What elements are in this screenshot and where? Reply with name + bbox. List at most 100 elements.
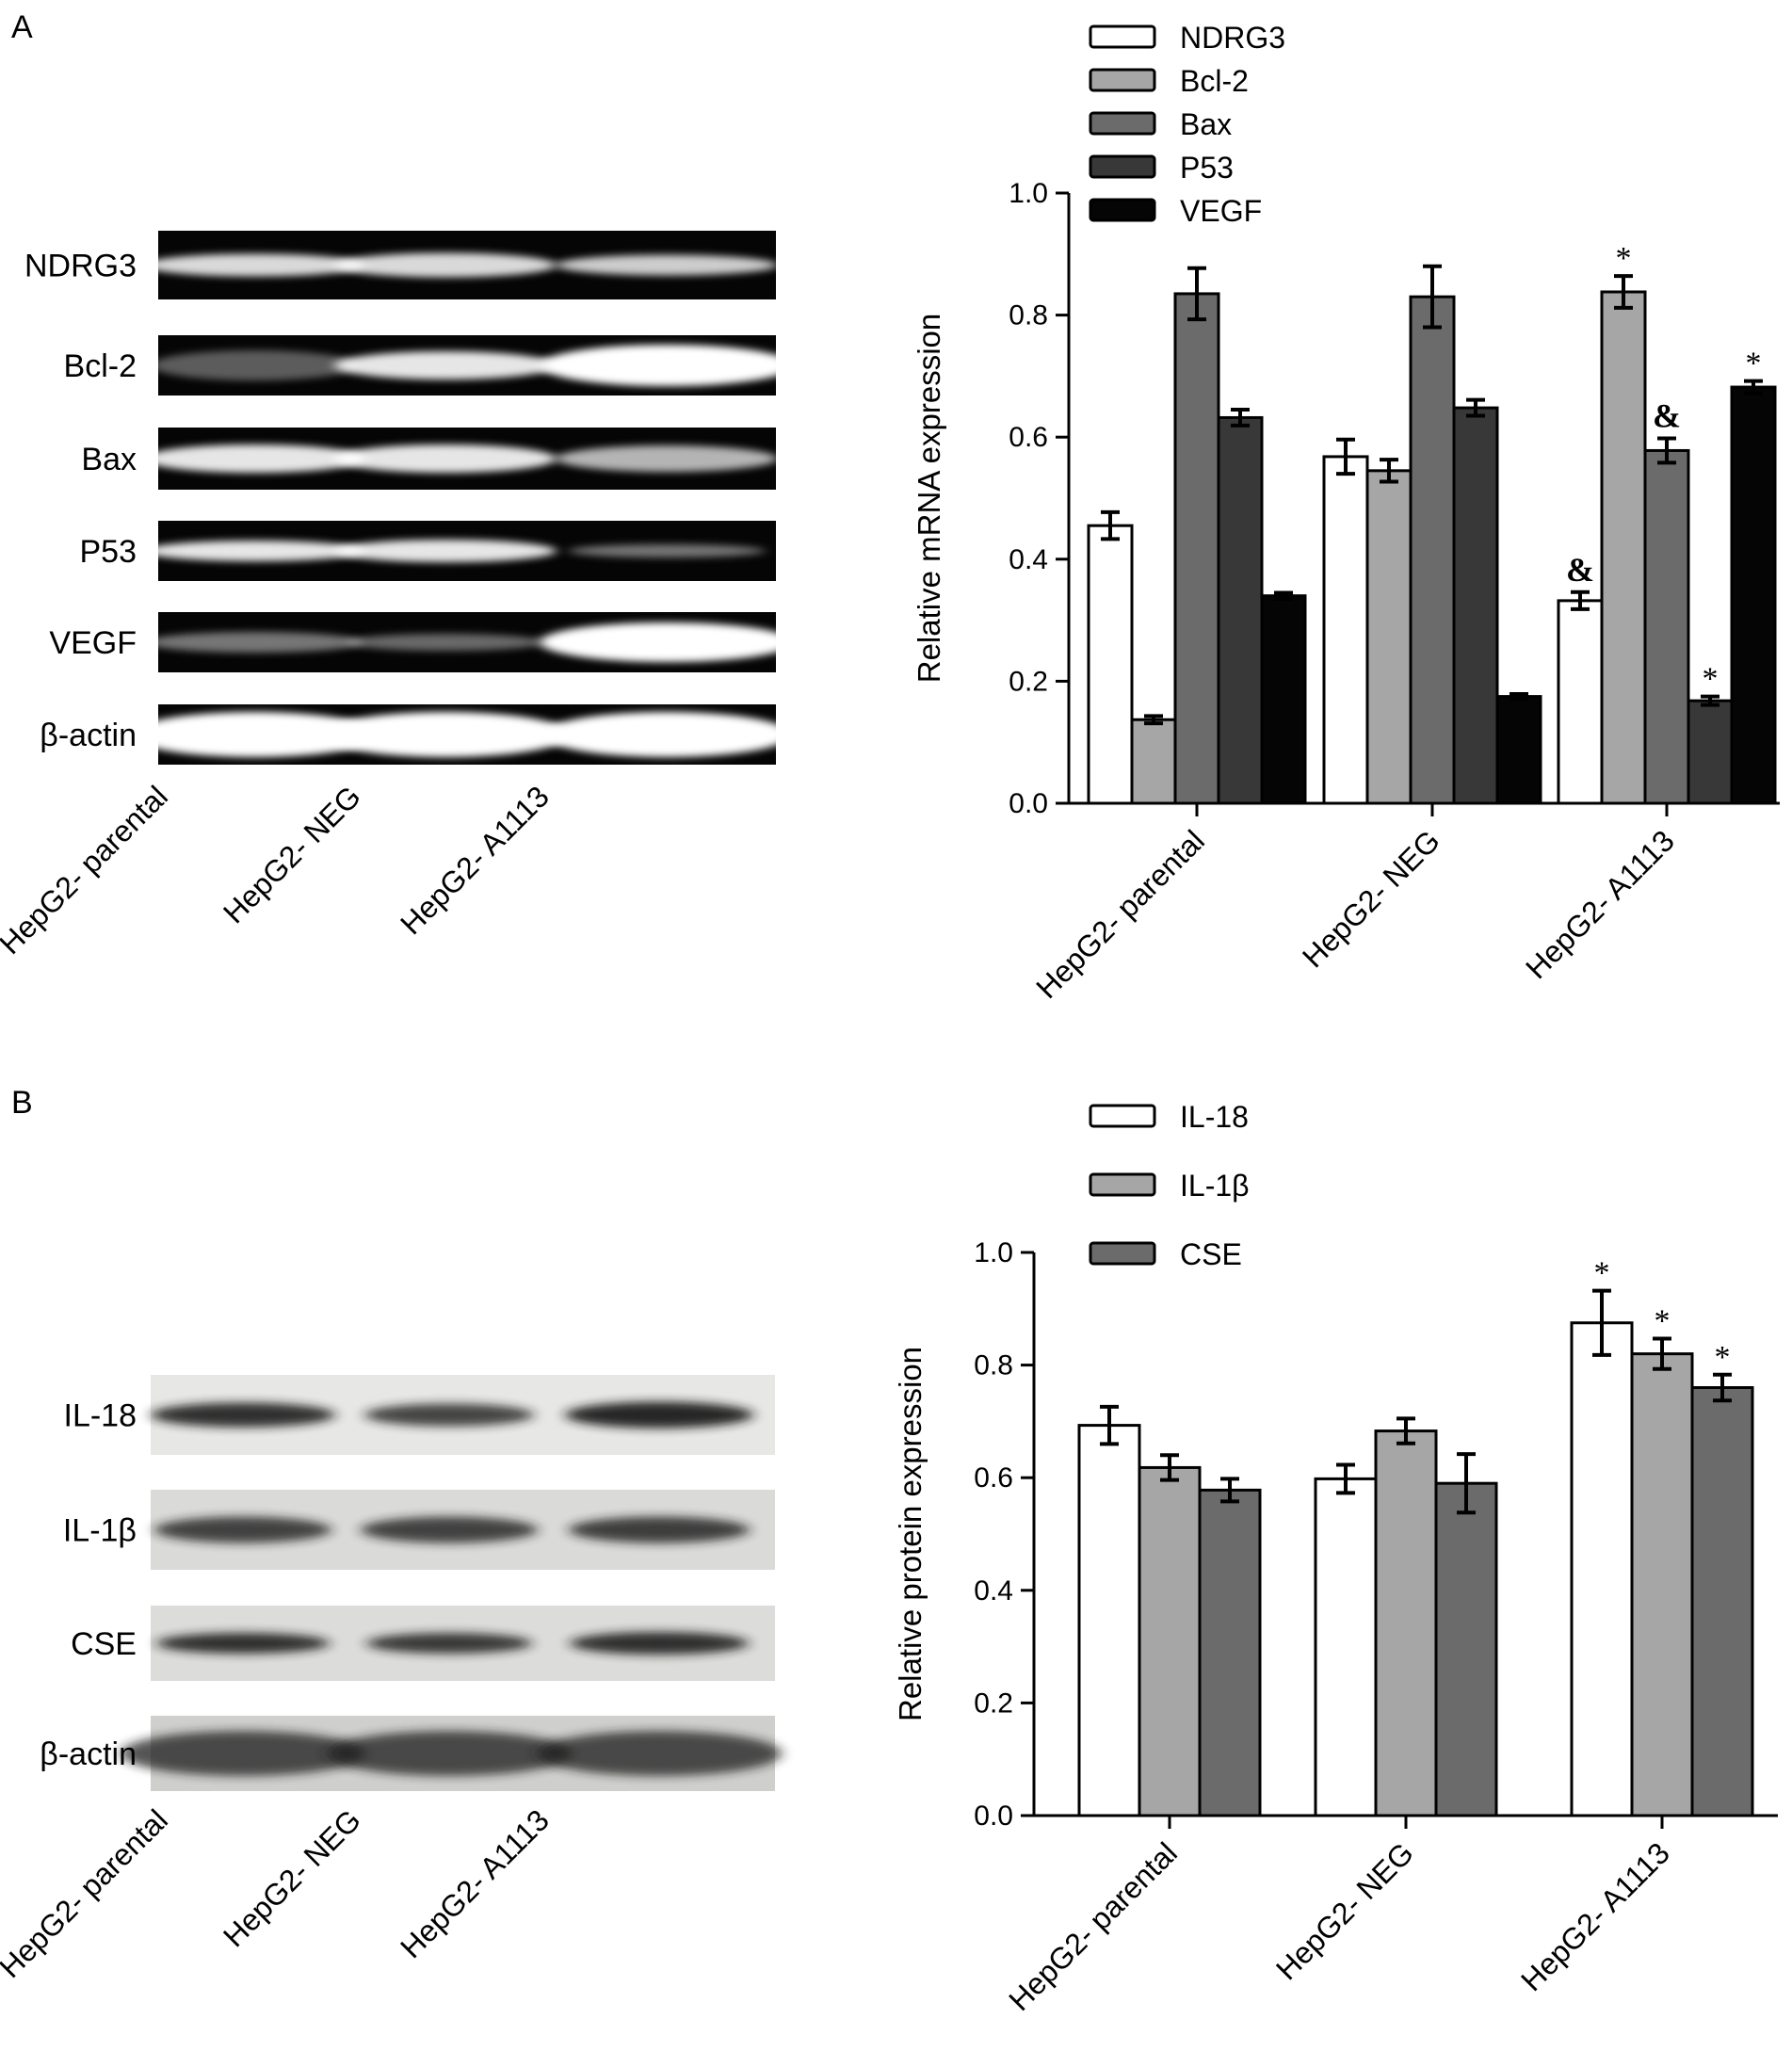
bar [1365,469,1413,805]
x-category-label: HepG2- NEG [1269,1835,1420,1986]
x-category-label: HepG2- A1113 [1519,823,1681,985]
bar [1087,524,1134,805]
bar [1314,1477,1378,1817]
blot-b-row-label: IL-18 [64,1398,137,1434]
legend-label: VEGF [1180,194,1262,228]
legend-label: Bcl-2 [1180,64,1249,98]
blot-b-row-3: β-actin [40,1716,782,1791]
gel-a-lane-label: HepG2- A1113 [394,779,556,941]
legend-label: Bax [1180,107,1232,141]
bar [1495,695,1542,805]
gel-a-row-label: Bcl-2 [64,348,137,384]
x-category-label: HepG2- NEG [1296,823,1446,974]
legend-label: P53 [1180,151,1234,185]
bar [1198,1488,1262,1817]
gel-a-band [334,351,557,380]
y-tick-label: 0.6 [1009,422,1048,453]
bar [1130,718,1177,805]
panel-a-letter: A [11,9,33,45]
x-category-label: HepG2- parental [1002,1835,1184,2017]
x-category-label: HepG2- parental [1029,823,1211,1005]
gel-a-row-label: VEGF [49,625,137,661]
bar [1687,699,1734,805]
significance-mark: * [1655,1303,1671,1338]
gel-a-band [146,632,363,653]
blot-b-band [361,1516,538,1543]
gel-a-row-2: Bax [81,428,778,490]
gel-a-band [321,712,570,757]
gel-a-row-label: P53 [80,534,137,570]
y-tick-label: 0.8 [974,1350,1013,1381]
bar-chart-1: 0.0 0.2 0.4 0.6 0.8 1.0 Relative mRNA expressi… [912,21,1780,1005]
blot-b-band [366,1633,532,1654]
y-tick-label: 0.2 [1009,666,1048,697]
y-tick-label: 0.8 [1009,300,1048,331]
gel-a-band [556,254,778,276]
gel-a-band [143,444,365,473]
bar [1322,455,1369,805]
blot-b-lane-label: HepG2- parental [0,1802,174,1984]
blot-b-row-label: IL-1β [63,1513,137,1549]
bar [1730,385,1777,805]
legend-swatch [1089,24,1156,49]
panel-b-letter: B [11,1085,33,1121]
bar [1557,599,1604,805]
bar [1138,1465,1202,1817]
significance-mark: * [1715,1340,1731,1375]
x-category-label: HepG2- A1113 [1514,1835,1676,1997]
gel-a-band [151,350,358,380]
gel-a-row-3: P53 [80,521,776,581]
blot-b-band [151,1402,335,1428]
legend-swatch [1089,154,1156,179]
bar [1643,448,1690,805]
y-tick-label: 1.0 [1009,178,1048,209]
gel-a-row-1: Bcl-2 [64,335,794,396]
legend-label: IL-18 [1180,1100,1249,1134]
gel-a-row-0: NDRG3 [24,231,778,299]
blot-b-band [156,1633,330,1654]
gel-a-band [334,252,557,278]
bar [1452,406,1499,805]
significance-mark: * [1594,1256,1610,1291]
gel-a-band [130,712,379,757]
bar [1690,1386,1754,1817]
bar-charts: 0.0 0.2 0.4 0.6 0.8 1.0 Relative mRNA expressi… [893,21,1780,2017]
bar [1630,1352,1694,1817]
gel-a-band [334,444,557,473]
bar [1409,295,1456,805]
legend-swatch [1089,1104,1156,1128]
significance-mark: & [1566,551,1594,589]
bar [1434,1481,1498,1817]
legend-label: NDRG3 [1180,21,1285,55]
legend-swatch [1089,111,1156,136]
y-axis-title: Relative protein expression [893,1347,928,1721]
gel-a-row-4: VEGF [49,612,794,672]
bar [1374,1429,1438,1817]
legend-label: CSE [1180,1237,1242,1271]
gel-a-row-label: NDRG3 [24,249,137,284]
gel-a-band [540,622,794,662]
blot-b-band [537,1731,782,1776]
legend-swatch [1089,1241,1156,1266]
bar-chart-3: 0.0 0.2 0.4 0.6 0.8 1.0 Relative protein expre… [893,1100,1778,2017]
gel-a-band [540,345,794,386]
y-tick-label: 1.0 [974,1237,1013,1268]
y-tick-label: 0.4 [974,1575,1013,1607]
gel-a-band [143,253,365,277]
bar [1217,415,1264,805]
gel-a-row-label: Bax [81,442,137,477]
gel-a-band [143,541,365,561]
y-tick-label: 0.6 [974,1462,1013,1494]
y-axis-title: Relative mRNA expression [912,314,946,684]
y-tick-label: 0.0 [1009,788,1048,819]
significance-mark: * [1746,347,1762,381]
bar [1260,594,1307,805]
legend-swatch [1089,68,1156,92]
bar [1570,1321,1634,1817]
y-tick-label: 0.2 [974,1688,1013,1719]
blot-b-row-0: IL-18 [64,1375,775,1455]
blot-b-band [565,1401,753,1429]
bar [1600,290,1647,805]
gel-images: NDRG3 Bcl-2 Bax P53 VEGF β-actin HepG2- parent… [0,231,794,1984]
